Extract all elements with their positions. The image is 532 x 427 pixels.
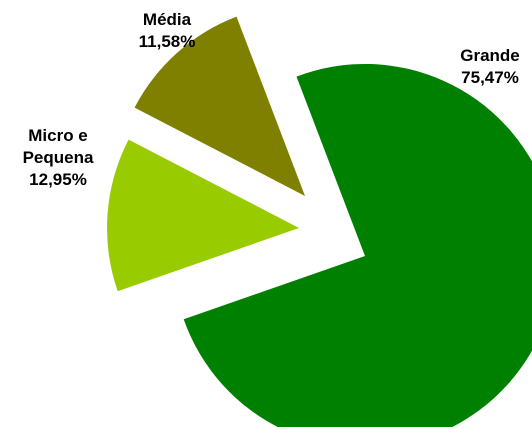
pie-slice-1 xyxy=(107,139,299,292)
pie-slice-0 xyxy=(183,63,532,427)
slice-name: Grande xyxy=(460,46,520,65)
slice-name: Média xyxy=(143,10,192,29)
slice-name: Pequena xyxy=(23,148,94,167)
pie-slice-2 xyxy=(134,16,305,196)
slice-name: Micro e xyxy=(28,126,88,145)
slice-value: 75,47% xyxy=(461,68,519,87)
slice-value: 11,58% xyxy=(139,32,196,51)
slice-label-0: Grande 75,47% xyxy=(460,46,520,87)
slice-label-1: Micro e Pequena 12,95% xyxy=(23,126,94,189)
slice-value: 12,95% xyxy=(29,170,87,189)
slice-label-2: Média 11,58% xyxy=(139,10,196,51)
